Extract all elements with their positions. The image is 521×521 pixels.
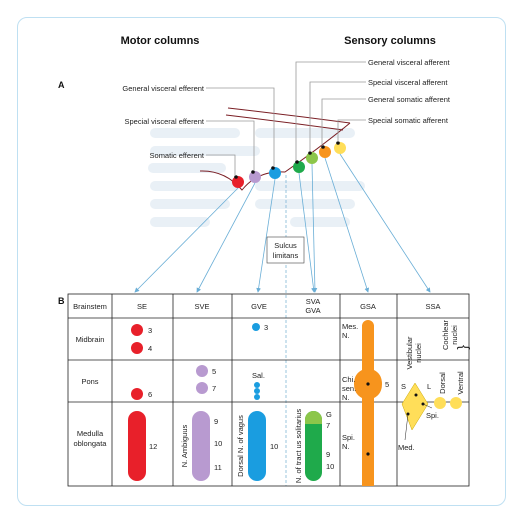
- svg-text:G: G: [326, 410, 332, 419]
- svg-text:12: 12: [149, 442, 157, 451]
- col-header-sva: SVA: [306, 297, 320, 306]
- sensory-column-dots: [293, 141, 346, 173]
- svg-text:3: 3: [264, 323, 268, 332]
- brainstem-outline: [199, 107, 351, 191]
- svg-text:5: 5: [212, 367, 216, 376]
- ssa-column-dot: [334, 142, 346, 154]
- svg-text:N.: N.: [342, 442, 350, 451]
- svg-text:sen.: sen.: [342, 384, 356, 393]
- svg-text:6: 6: [148, 390, 152, 399]
- gsa-column-dot: [319, 146, 331, 158]
- col-header-se: SE: [137, 302, 147, 311]
- col-header-brainstem: Brainstem: [73, 302, 107, 311]
- svg-text:5: 5: [385, 380, 389, 389]
- sulcus-limitans-box: [266, 236, 305, 264]
- svg-text:nuclei: nuclei: [414, 343, 423, 363]
- svg-text:Cochlear: Cochlear: [441, 319, 450, 350]
- svg-text:Spi.: Spi.: [342, 433, 355, 442]
- gve-column-dot: [269, 167, 281, 179]
- label-sve: Special visceral efferent: [125, 117, 205, 126]
- motor-column-dots: [232, 166, 281, 188]
- svg-text:4: 4: [148, 344, 152, 353]
- svg-text:S: S: [401, 382, 406, 391]
- svg-text:Spi.: Spi.: [426, 411, 439, 420]
- row-header-medulla: Medulla: [77, 429, 104, 438]
- svg-text:N.: N.: [342, 393, 350, 402]
- svg-text:L: L: [427, 382, 431, 391]
- nuclei-table-grid: [67, 293, 470, 487]
- col-header-ssa: SSA: [425, 302, 440, 311]
- svg-text:Vestibular: Vestibular: [405, 336, 414, 369]
- gve-column-nuclei: 3 Sal. 10 Dorsal N. of vagus: [236, 323, 278, 481]
- svg-text:N. Ambiguus: N. Ambiguus: [180, 424, 189, 467]
- motor-columns-header: Motor columns: [121, 35, 200, 47]
- svg-text:Dorsal: Dorsal: [438, 372, 447, 394]
- svg-text:10: 10: [270, 442, 278, 451]
- label-sva: Special visceral afferent: [368, 78, 448, 87]
- sulcus-label-line2: limitans: [273, 251, 299, 260]
- svg-text:Dorsal N. of vagus: Dorsal N. of vagus: [236, 415, 245, 477]
- gsa-column-nuclei: Mes. N. Chi. sen. N. 5 Spi. N.: [342, 320, 389, 486]
- ssa-column-nuclei: Vestibular nuclei Cochlear nuclei { Dors…: [398, 319, 473, 452]
- svg-text:10: 10: [214, 439, 222, 448]
- label-se: Somatic efferent: [150, 151, 205, 160]
- label-leader-lines: [206, 61, 366, 176]
- background-stripes: [148, 128, 365, 227]
- sve-column-nuclei: 5 7 9 10 11 N. Ambiguus: [180, 365, 222, 481]
- label-ssa: Special somatic afferent: [368, 116, 449, 125]
- sulcus-label-line1: Sulcus: [274, 241, 297, 250]
- label-gve: General visceral efferent: [122, 84, 204, 93]
- col-header-sve: SVE: [194, 302, 209, 311]
- col-header-gve: GVE: [251, 302, 267, 311]
- svg-text:N. of tract us solitarius: N. of tract us solitarius: [294, 409, 303, 483]
- label-gva: General visceral afferent: [368, 58, 450, 67]
- svg-text:N.: N.: [342, 331, 350, 340]
- svg-text:3: 3: [148, 326, 152, 335]
- svg-text:9: 9: [214, 417, 218, 426]
- panel-a-letter: A: [58, 80, 65, 90]
- sve-column-dot: [249, 171, 261, 183]
- label-gsa: General somatic afferent: [368, 95, 451, 104]
- column-arrows: [134, 153, 431, 293]
- svg-text:Ventral: Ventral: [456, 371, 465, 395]
- col-header-gsa: GSA: [360, 302, 376, 311]
- svg-text:11: 11: [214, 463, 222, 472]
- sensory-columns-header: Sensory columns: [344, 35, 436, 47]
- row-header-oblongata: oblongata: [74, 439, 108, 448]
- row-header-midbrain: Midbrain: [76, 335, 105, 344]
- col-header-gva: GVA: [305, 306, 320, 315]
- svg-text:7: 7: [212, 384, 216, 393]
- se-column-nuclei: 3 4 6 12: [128, 324, 157, 481]
- svg-text:Chi.: Chi.: [342, 375, 355, 384]
- svg-text:Sal.: Sal.: [252, 371, 265, 380]
- se-column-dot: [232, 176, 244, 188]
- svg-text:7: 7: [326, 421, 330, 430]
- svg-text:Med.: Med.: [398, 443, 415, 452]
- sva-column-dot: [306, 152, 318, 164]
- sva-gva-column-nuclei: G 7 9 10 N. of tract us solitarius: [294, 409, 334, 483]
- svg-text:nuclei: nuclei: [450, 325, 459, 345]
- panel-b-letter: B: [58, 296, 65, 306]
- svg-text:{: {: [457, 345, 473, 350]
- svg-text:9: 9: [326, 450, 330, 459]
- svg-text:10: 10: [326, 462, 334, 471]
- gva-column-dot: [293, 161, 305, 173]
- row-header-pons: Pons: [81, 377, 98, 386]
- svg-text:Mes.: Mes.: [342, 322, 358, 331]
